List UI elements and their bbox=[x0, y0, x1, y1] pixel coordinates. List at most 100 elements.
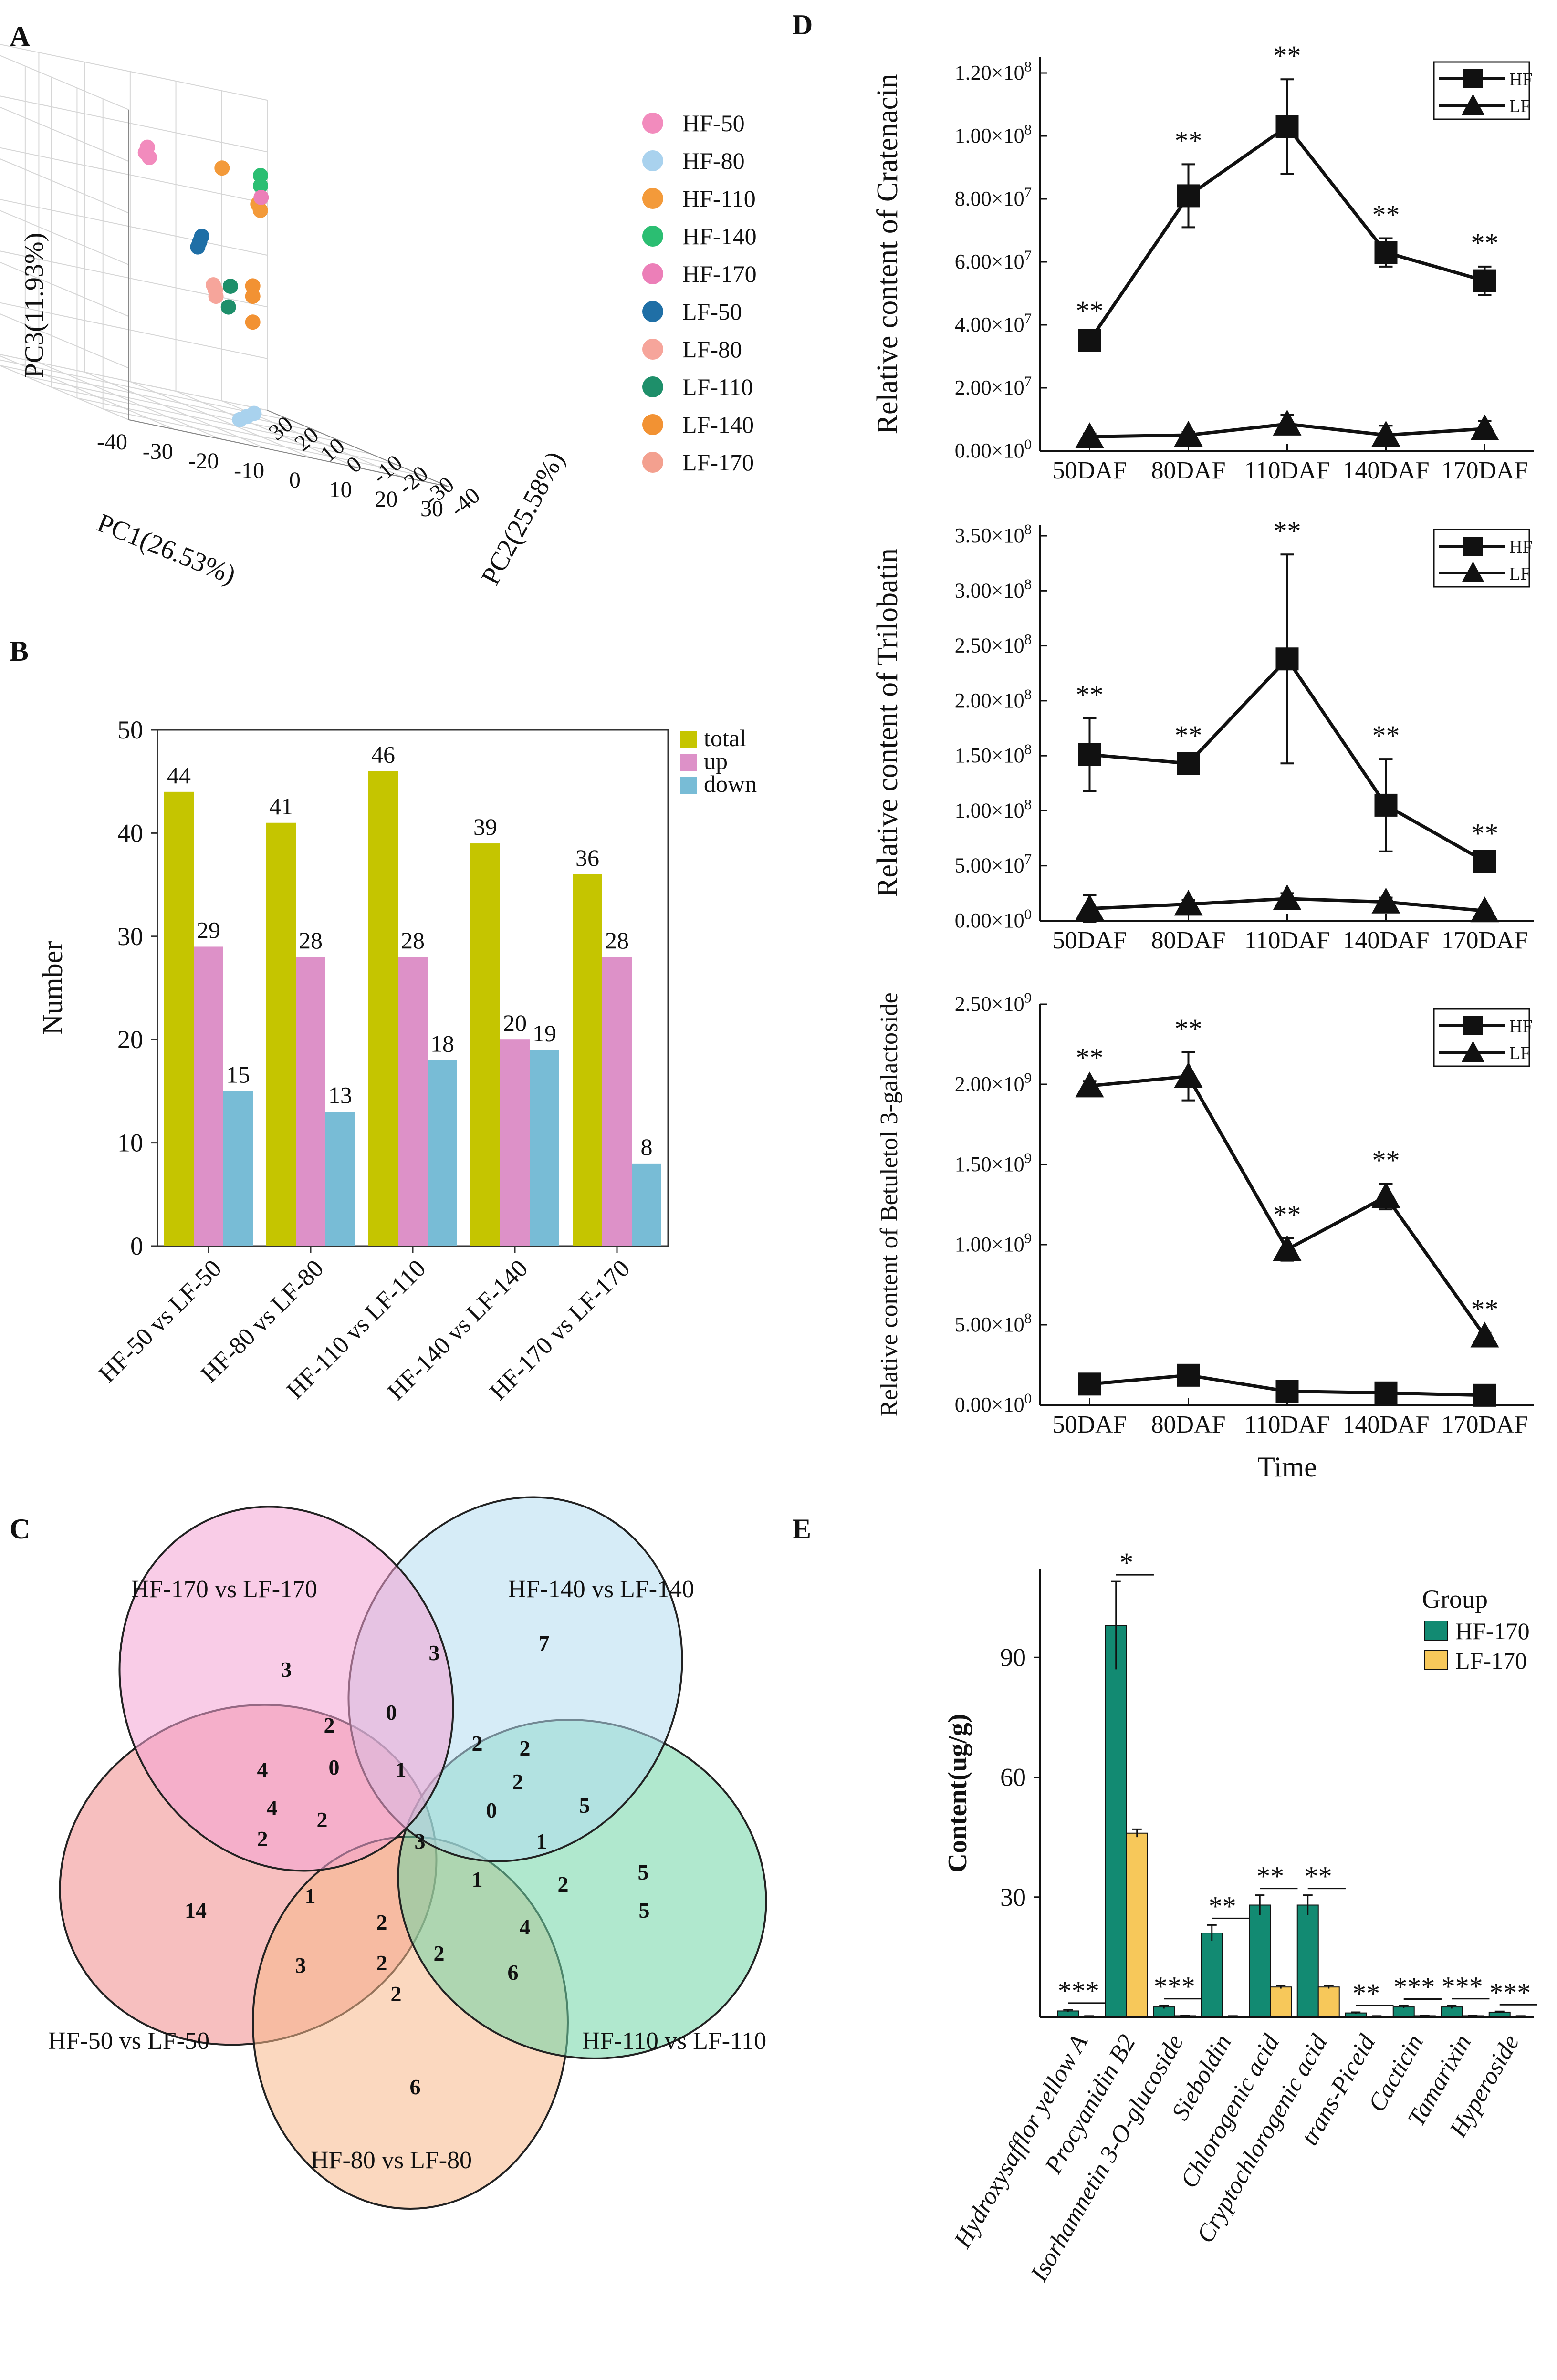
bar-LF-170 bbox=[1126, 1832, 1148, 2017]
venn-region-count: 2 bbox=[324, 1713, 335, 1737]
grid-line bbox=[0, 95, 268, 153]
x-tick-label: 110DAF bbox=[1244, 457, 1330, 484]
y-tick-label: 0 bbox=[130, 1232, 143, 1260]
y-tick-label: 40 bbox=[117, 819, 143, 847]
legend-swatch bbox=[680, 777, 697, 794]
marker-square bbox=[1177, 1363, 1200, 1387]
panel-label-b: B bbox=[10, 635, 29, 667]
significance-mark: ** bbox=[1372, 720, 1400, 751]
marker-triangle bbox=[1174, 421, 1203, 447]
venn-region-count: 2 bbox=[376, 1910, 387, 1934]
significance-mark: * bbox=[1119, 1547, 1133, 1578]
significance-mark: ** bbox=[1372, 1144, 1400, 1175]
x-tick-label: 140DAF bbox=[1342, 457, 1429, 484]
legend-label: LF-140 bbox=[682, 411, 754, 438]
venn-set-label: HF-110 vs LF-110 bbox=[582, 2027, 766, 2055]
y-tick-label: 8.00×107 bbox=[955, 184, 1032, 210]
legend-label: HF bbox=[1509, 537, 1533, 557]
y-tick-label: 1.00×108 bbox=[955, 121, 1032, 147]
bar-value-label: 18 bbox=[430, 1030, 454, 1057]
axis-line bbox=[128, 419, 449, 487]
grid-line bbox=[0, 55, 129, 110]
y-tick-label: 60 bbox=[1000, 1763, 1026, 1792]
bar-HF-170 bbox=[1296, 1904, 1319, 2017]
y-tick-label: 0.00×100 bbox=[955, 436, 1032, 462]
venn-region-count: 7 bbox=[539, 1631, 550, 1655]
legend-marker bbox=[1463, 69, 1483, 88]
venn-region-count: 2 bbox=[558, 1872, 569, 1896]
x-tick-label: 170DAF bbox=[1441, 927, 1528, 954]
bar-HF-170 bbox=[1105, 1625, 1127, 2017]
trilobatin-line-chart: 0.00×100 5.00×107 1.00×108 1.50×108 2.00×108… bbox=[871, 515, 1534, 954]
venn-region-count: 0 bbox=[486, 1798, 497, 1822]
legend-label: down bbox=[704, 770, 757, 797]
panel-label-d: D bbox=[792, 9, 813, 41]
grid-line bbox=[0, 261, 129, 317]
significance-mark: ** bbox=[1175, 720, 1202, 751]
pca-point bbox=[222, 279, 238, 294]
marker-square bbox=[1078, 743, 1101, 766]
legend-label: HF-110 bbox=[682, 185, 756, 212]
significance-mark: ** bbox=[1352, 1978, 1380, 2009]
marker-square bbox=[1275, 647, 1299, 671]
legend-label: HF bbox=[1509, 1017, 1533, 1037]
bar-value-label: 13 bbox=[328, 1082, 352, 1109]
marker-square bbox=[1078, 1372, 1101, 1396]
bar-value-label: 19 bbox=[533, 1020, 556, 1047]
pca-point bbox=[253, 167, 268, 183]
venn-region-count: 2 bbox=[317, 1808, 328, 1832]
grid-line bbox=[77, 397, 397, 466]
marker-triangle bbox=[1075, 422, 1104, 448]
pc3-axis-title: PC3(11.93%) bbox=[20, 233, 49, 378]
marker-triangle bbox=[1470, 1321, 1499, 1348]
significance-mark: ** bbox=[1274, 1199, 1301, 1230]
bar-total bbox=[368, 771, 398, 1246]
y-tick-label: 6.00×107 bbox=[955, 247, 1032, 273]
marker-square bbox=[1078, 329, 1101, 352]
legend-label: HF-170 bbox=[1455, 1618, 1530, 1644]
significance-mark: ** bbox=[1175, 125, 1202, 156]
marker-triangle bbox=[1273, 884, 1302, 910]
y-tick-label: 20 bbox=[117, 1025, 143, 1054]
significance-mark: ** bbox=[1076, 1042, 1104, 1073]
legend-label: HF bbox=[1509, 70, 1533, 90]
pc1-tick-label: 10 bbox=[329, 477, 352, 502]
legend-marker bbox=[642, 376, 663, 397]
grid-line bbox=[0, 359, 293, 422]
x-tick-label: 80DAF bbox=[1151, 927, 1225, 954]
pc1-tick-label: -20 bbox=[188, 448, 219, 474]
significance-mark: ** bbox=[1471, 228, 1499, 259]
significance-mark: ** bbox=[1274, 515, 1301, 546]
grid-line bbox=[0, 43, 268, 101]
marker-triangle bbox=[1371, 1182, 1400, 1208]
y-tick-label: 1.50×109 bbox=[955, 1150, 1032, 1176]
y-tick-label: 0.00×100 bbox=[955, 1390, 1032, 1416]
legend-marker bbox=[642, 226, 663, 247]
x-tick-label: 140DAF bbox=[1342, 1411, 1429, 1438]
venn-region-count: 1 bbox=[472, 1867, 483, 1892]
marker-square bbox=[1374, 793, 1398, 817]
bar-up bbox=[602, 957, 632, 1246]
grid-line bbox=[0, 158, 129, 214]
bar-down bbox=[632, 1163, 661, 1246]
pc1-tick-label: 0 bbox=[289, 468, 301, 493]
y-tick-label: 2.00×108 bbox=[955, 686, 1032, 712]
y-tick-label: 2.50×108 bbox=[955, 631, 1032, 657]
y-tick-label: 4.00×107 bbox=[955, 310, 1032, 336]
grid-line bbox=[51, 386, 371, 455]
significance-mark: ** bbox=[1274, 40, 1301, 71]
y-tick-label: 2.00×109 bbox=[955, 1070, 1032, 1096]
legend-marker bbox=[642, 188, 663, 209]
grid-line bbox=[0, 364, 319, 433]
pca-point bbox=[137, 145, 153, 160]
legend-label: HF-80 bbox=[682, 147, 745, 174]
bar-down bbox=[428, 1060, 457, 1246]
y-tick-label: 1.50×108 bbox=[955, 741, 1032, 768]
legend-marker bbox=[642, 263, 663, 284]
legend-label: LF-80 bbox=[682, 336, 742, 363]
bar-value-label: 41 bbox=[269, 793, 293, 820]
marker-triangle bbox=[1371, 421, 1400, 447]
legend-swatch bbox=[1424, 1650, 1448, 1670]
